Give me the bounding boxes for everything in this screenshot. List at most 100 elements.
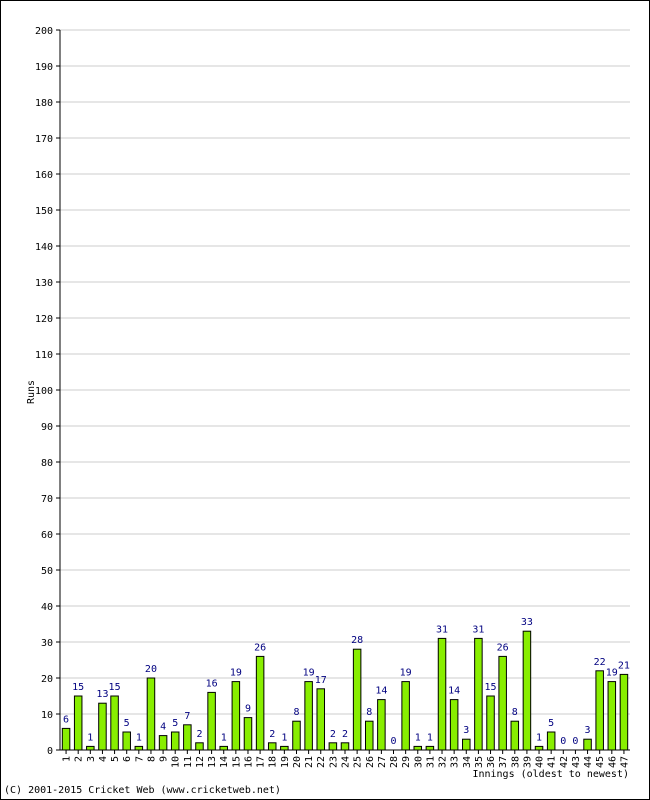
x-tick-label: 15 bbox=[231, 756, 242, 768]
x-tick-label: 31 bbox=[425, 756, 436, 768]
bar bbox=[365, 720, 374, 751]
x-tick-label: 47 bbox=[619, 756, 630, 768]
bar-value-label: 1 bbox=[536, 732, 542, 743]
y-tick-label: 190 bbox=[35, 62, 53, 73]
bar bbox=[86, 745, 95, 751]
bar-value-label: 5 bbox=[124, 718, 130, 729]
x-tick-label: 8 bbox=[146, 756, 157, 762]
bar bbox=[546, 731, 556, 751]
bar bbox=[73, 695, 83, 751]
x-tick-label: 39 bbox=[522, 756, 533, 768]
bar-value-label: 33 bbox=[521, 617, 533, 628]
x-tick-label: 26 bbox=[365, 756, 376, 768]
bar-value-label: 2 bbox=[269, 729, 275, 740]
x-tick-label: 34 bbox=[462, 756, 473, 768]
x-tick-label: 40 bbox=[535, 756, 546, 768]
x-tick-label: 10 bbox=[171, 756, 182, 768]
bar bbox=[170, 731, 180, 751]
bar-value-label: 1 bbox=[415, 732, 421, 743]
bar-value-label: 1 bbox=[87, 732, 93, 743]
bars bbox=[61, 630, 629, 751]
y-tick-label: 150 bbox=[35, 206, 53, 217]
bar bbox=[352, 648, 362, 751]
y-axis-title: Runs bbox=[26, 380, 37, 404]
y-tick-label: 70 bbox=[41, 494, 53, 505]
x-tick-label: 38 bbox=[510, 756, 521, 768]
bar bbox=[267, 742, 277, 751]
y-tick-label: 60 bbox=[41, 530, 53, 541]
y-axis-ticks: 0 10 20 30 40 50 60 70 80 90 100 110 120 130 140 150 160… bbox=[35, 26, 60, 757]
bar bbox=[243, 717, 253, 751]
bar-value-label: 14 bbox=[448, 686, 460, 697]
bar-value-label: 8 bbox=[366, 707, 372, 718]
bar bbox=[534, 745, 544, 751]
x-tick-label: 13 bbox=[207, 756, 218, 768]
copyright-footer: (C) 2001-2015 Cricket Web (www.cricketwe… bbox=[4, 785, 281, 796]
y-tick-label: 180 bbox=[35, 98, 53, 109]
bar bbox=[158, 735, 168, 751]
bar bbox=[207, 691, 216, 751]
bar-value-label: 21 bbox=[618, 660, 630, 671]
bar bbox=[110, 695, 119, 751]
bar-value-label: 13 bbox=[96, 689, 108, 700]
bar bbox=[486, 695, 495, 751]
y-tick-label: 130 bbox=[35, 278, 53, 289]
x-tick-label: 28 bbox=[389, 756, 400, 768]
bar bbox=[280, 745, 289, 751]
bar-value-label: 0 bbox=[572, 736, 578, 747]
bar bbox=[437, 637, 447, 751]
y-tick-label: 90 bbox=[41, 422, 53, 433]
y-tick-label: 110 bbox=[35, 350, 53, 361]
bar bbox=[255, 655, 265, 751]
bar bbox=[462, 738, 471, 751]
bar bbox=[195, 742, 204, 751]
y-tick-label: 10 bbox=[41, 710, 53, 721]
bar-value-label: 4 bbox=[160, 722, 166, 733]
bar bbox=[328, 742, 338, 751]
bar bbox=[522, 630, 532, 751]
bar-value-label: 2 bbox=[196, 729, 202, 740]
bar-value-label: 9 bbox=[245, 704, 251, 715]
x-tick-label: 25 bbox=[353, 756, 364, 768]
x-tick-label: 46 bbox=[607, 756, 618, 768]
bar bbox=[146, 677, 156, 751]
bar-value-label: 15 bbox=[109, 682, 121, 693]
x-tick-label: 16 bbox=[243, 756, 254, 768]
bar-value-label: 3 bbox=[463, 725, 469, 736]
bar-value-label: 19 bbox=[400, 668, 412, 679]
x-tick-label: 35 bbox=[474, 756, 485, 768]
x-tick-label: 30 bbox=[413, 756, 424, 768]
bar-value-label: 3 bbox=[585, 725, 591, 736]
y-tick-label: 120 bbox=[35, 314, 53, 325]
x-tick-label: 14 bbox=[219, 756, 230, 768]
x-tick-label: 18 bbox=[268, 756, 279, 768]
bar bbox=[219, 745, 228, 751]
bar bbox=[510, 720, 520, 751]
x-tick-label: 24 bbox=[341, 756, 352, 768]
x-tick-label: 32 bbox=[438, 756, 449, 768]
bar-value-label: 26 bbox=[497, 642, 509, 653]
x-tick-label: 22 bbox=[316, 756, 327, 768]
x-tick-label: 41 bbox=[547, 756, 558, 768]
x-axis-ticks: 1 2 3 4 5 6 7 8 9 10 11 12 13 14 15 16 17 18 19 20 21 22 23 24 2… bbox=[62, 750, 630, 768]
x-tick-label: 23 bbox=[328, 756, 339, 768]
bar-value-label: 19 bbox=[303, 668, 315, 679]
bar-value-label: 28 bbox=[351, 635, 363, 646]
bar bbox=[231, 681, 241, 751]
bar bbox=[340, 742, 350, 751]
x-tick-label: 20 bbox=[292, 756, 303, 768]
bar-value-label: 8 bbox=[293, 707, 299, 718]
bar bbox=[61, 727, 71, 751]
bar bbox=[292, 720, 301, 751]
y-tick-label: 30 bbox=[41, 638, 53, 649]
x-tick-label: 33 bbox=[450, 756, 461, 768]
bar-value-label: 22 bbox=[594, 657, 606, 668]
bar bbox=[122, 731, 131, 751]
y-tick-label: 160 bbox=[35, 170, 53, 181]
bar-value-label: 1 bbox=[221, 732, 227, 743]
x-tick-label: 12 bbox=[195, 756, 206, 768]
bar bbox=[607, 681, 617, 751]
bar-value-label: 8 bbox=[512, 707, 518, 718]
y-tick-label: 50 bbox=[41, 566, 53, 577]
